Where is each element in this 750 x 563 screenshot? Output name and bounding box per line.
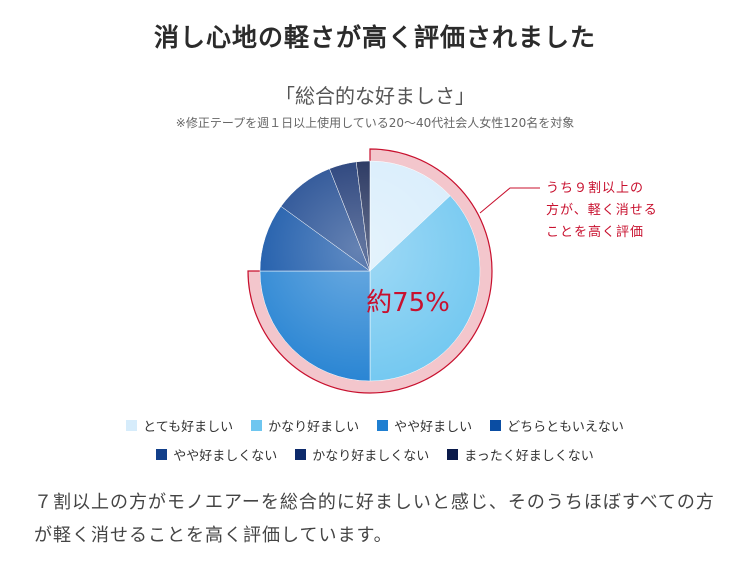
legend-label: かなり好ましい (268, 420, 360, 435)
legend-swatch (490, 420, 502, 431)
legend-item: とても好ましい (126, 416, 233, 435)
legend-row: とても好ましい かなり好ましい やや好ましい どちらともいえない (0, 416, 750, 435)
body-text: ７割以上の方がモノエアーを総合的に好ましいと感じ、そのうちほぼすべての方が軽く消… (34, 492, 715, 546)
legend-label: やや好ましい (394, 420, 473, 435)
legend-swatch (377, 420, 389, 431)
legend-item: どちらともいえない (490, 416, 624, 435)
legend-label: とても好ましい (143, 420, 234, 435)
callout-line-2: 方が、軽く消せる (546, 203, 658, 218)
legend-swatch (156, 449, 168, 460)
legend-swatch (295, 449, 307, 460)
highlight-label: 約75% (366, 288, 450, 318)
pie-shine (260, 161, 480, 381)
callout-line (479, 187, 540, 214)
legend-swatch (126, 420, 138, 431)
headline: 消し心地の軽さが高く評価されました (153, 23, 596, 52)
legend-swatch (447, 449, 459, 460)
legend-row: やや好ましくない かなり好ましくない まったく好ましくない (0, 445, 750, 464)
legend-label: どちらともいえない (507, 420, 624, 435)
legend-item: やや好ましくない (156, 445, 277, 464)
legend-item: かなり好ましい (251, 416, 359, 435)
chart-title: 「総合的な好ましさ」 (275, 84, 475, 108)
legend-label: かなり好ましくない (312, 449, 430, 464)
legend-label: まったく好ましくない (464, 449, 594, 464)
callout-text: うち９割以上の 方が、軽く消せる ことを高く評価 (546, 178, 686, 244)
legend: とても好ましい かなり好ましい やや好ましい どちらともいえないやや好ましくない かなり… (0, 416, 750, 474)
legend-item: やや好ましい (377, 416, 472, 435)
callout-line-3: ことを高く評価 (546, 225, 645, 240)
chart-note: ※修正テープを週１日以上使用している20〜40代社会人女性120名を対象 (175, 116, 575, 130)
legend-item: まったく好ましくない (447, 445, 594, 464)
legend-label: やや好ましくない (173, 449, 278, 464)
callout-line-1: うち９割以上の (546, 181, 645, 196)
legend-swatch (251, 420, 263, 431)
legend-item: かなり好ましくない (295, 445, 429, 464)
